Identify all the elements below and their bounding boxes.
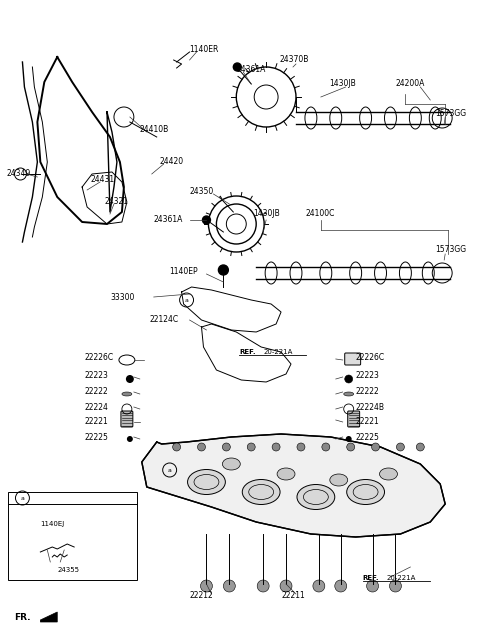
Circle shape <box>345 375 353 383</box>
Ellipse shape <box>297 485 335 510</box>
Text: 24321: 24321 <box>104 198 128 207</box>
FancyBboxPatch shape <box>345 353 360 365</box>
Text: 24410B: 24410B <box>140 125 169 135</box>
Text: FR.: FR. <box>14 612 31 621</box>
Text: 24100C: 24100C <box>306 209 336 218</box>
Text: a: a <box>168 467 171 473</box>
Circle shape <box>322 443 330 451</box>
Text: 1140EP: 1140EP <box>169 268 198 277</box>
Text: 24370B: 24370B <box>279 55 309 64</box>
Ellipse shape <box>122 392 132 396</box>
Text: 20-221A: 20-221A <box>263 349 292 355</box>
Text: a: a <box>21 496 24 501</box>
Text: 22226C: 22226C <box>356 354 385 363</box>
Circle shape <box>346 436 352 442</box>
Text: 24355: 24355 <box>57 567 79 573</box>
Ellipse shape <box>347 480 384 505</box>
Text: 1140ER: 1140ER <box>190 44 219 53</box>
Text: 33300: 33300 <box>110 293 134 302</box>
Text: 22225: 22225 <box>356 433 380 442</box>
Text: 24361A: 24361A <box>236 64 265 73</box>
Ellipse shape <box>277 468 295 480</box>
Circle shape <box>257 580 269 592</box>
Polygon shape <box>40 612 57 622</box>
Circle shape <box>372 443 380 451</box>
Text: 1430JB: 1430JB <box>329 80 356 89</box>
Text: a: a <box>185 297 189 302</box>
Circle shape <box>313 580 325 592</box>
Circle shape <box>389 580 401 592</box>
Text: 24350: 24350 <box>190 187 214 196</box>
Polygon shape <box>142 434 445 537</box>
Text: 22221: 22221 <box>84 417 108 426</box>
Circle shape <box>126 375 134 383</box>
Circle shape <box>272 443 280 451</box>
Text: 1430JB: 1430JB <box>253 209 280 218</box>
Circle shape <box>218 265 228 275</box>
Text: 1140EJ: 1140EJ <box>40 521 65 527</box>
Text: 24361A: 24361A <box>154 216 183 225</box>
Text: 22223: 22223 <box>356 370 380 379</box>
Circle shape <box>347 443 355 451</box>
FancyBboxPatch shape <box>121 411 133 427</box>
Text: 24349: 24349 <box>6 169 30 178</box>
Text: 22224: 22224 <box>84 403 108 412</box>
Text: 22224B: 22224B <box>356 403 384 412</box>
Text: 22222: 22222 <box>356 388 379 397</box>
Ellipse shape <box>222 458 240 470</box>
Circle shape <box>416 443 424 451</box>
Text: 22223: 22223 <box>84 370 108 379</box>
Circle shape <box>223 580 235 592</box>
Text: 24431: 24431 <box>90 175 114 184</box>
Text: 24200A: 24200A <box>396 80 425 89</box>
Text: 22225: 22225 <box>84 433 108 442</box>
Text: 22212: 22212 <box>190 591 213 600</box>
Circle shape <box>396 443 405 451</box>
Circle shape <box>203 216 210 224</box>
Circle shape <box>367 580 379 592</box>
FancyBboxPatch shape <box>348 411 360 427</box>
Circle shape <box>201 580 213 592</box>
Circle shape <box>297 443 305 451</box>
Text: 20-221A: 20-221A <box>386 575 416 581</box>
Text: 22226C: 22226C <box>84 354 113 363</box>
Circle shape <box>197 443 205 451</box>
Text: 1573GG: 1573GG <box>435 245 467 254</box>
Bar <box>8 492 137 580</box>
Ellipse shape <box>330 474 348 486</box>
Circle shape <box>173 443 180 451</box>
Text: REF.: REF. <box>240 349 256 355</box>
Circle shape <box>280 580 292 592</box>
Text: 24420: 24420 <box>160 157 184 166</box>
Circle shape <box>222 443 230 451</box>
Text: 22222: 22222 <box>84 388 108 397</box>
Circle shape <box>247 443 255 451</box>
Circle shape <box>127 436 133 442</box>
Text: 22221: 22221 <box>356 417 379 426</box>
Ellipse shape <box>242 480 280 505</box>
Text: 22211: 22211 <box>281 591 305 600</box>
Ellipse shape <box>344 392 354 396</box>
Text: 22124C: 22124C <box>150 315 179 324</box>
Ellipse shape <box>380 468 397 480</box>
Text: REF.: REF. <box>362 575 379 581</box>
Circle shape <box>233 63 241 71</box>
Circle shape <box>335 580 347 592</box>
Text: 1573GG: 1573GG <box>435 110 467 119</box>
Ellipse shape <box>188 469 226 494</box>
